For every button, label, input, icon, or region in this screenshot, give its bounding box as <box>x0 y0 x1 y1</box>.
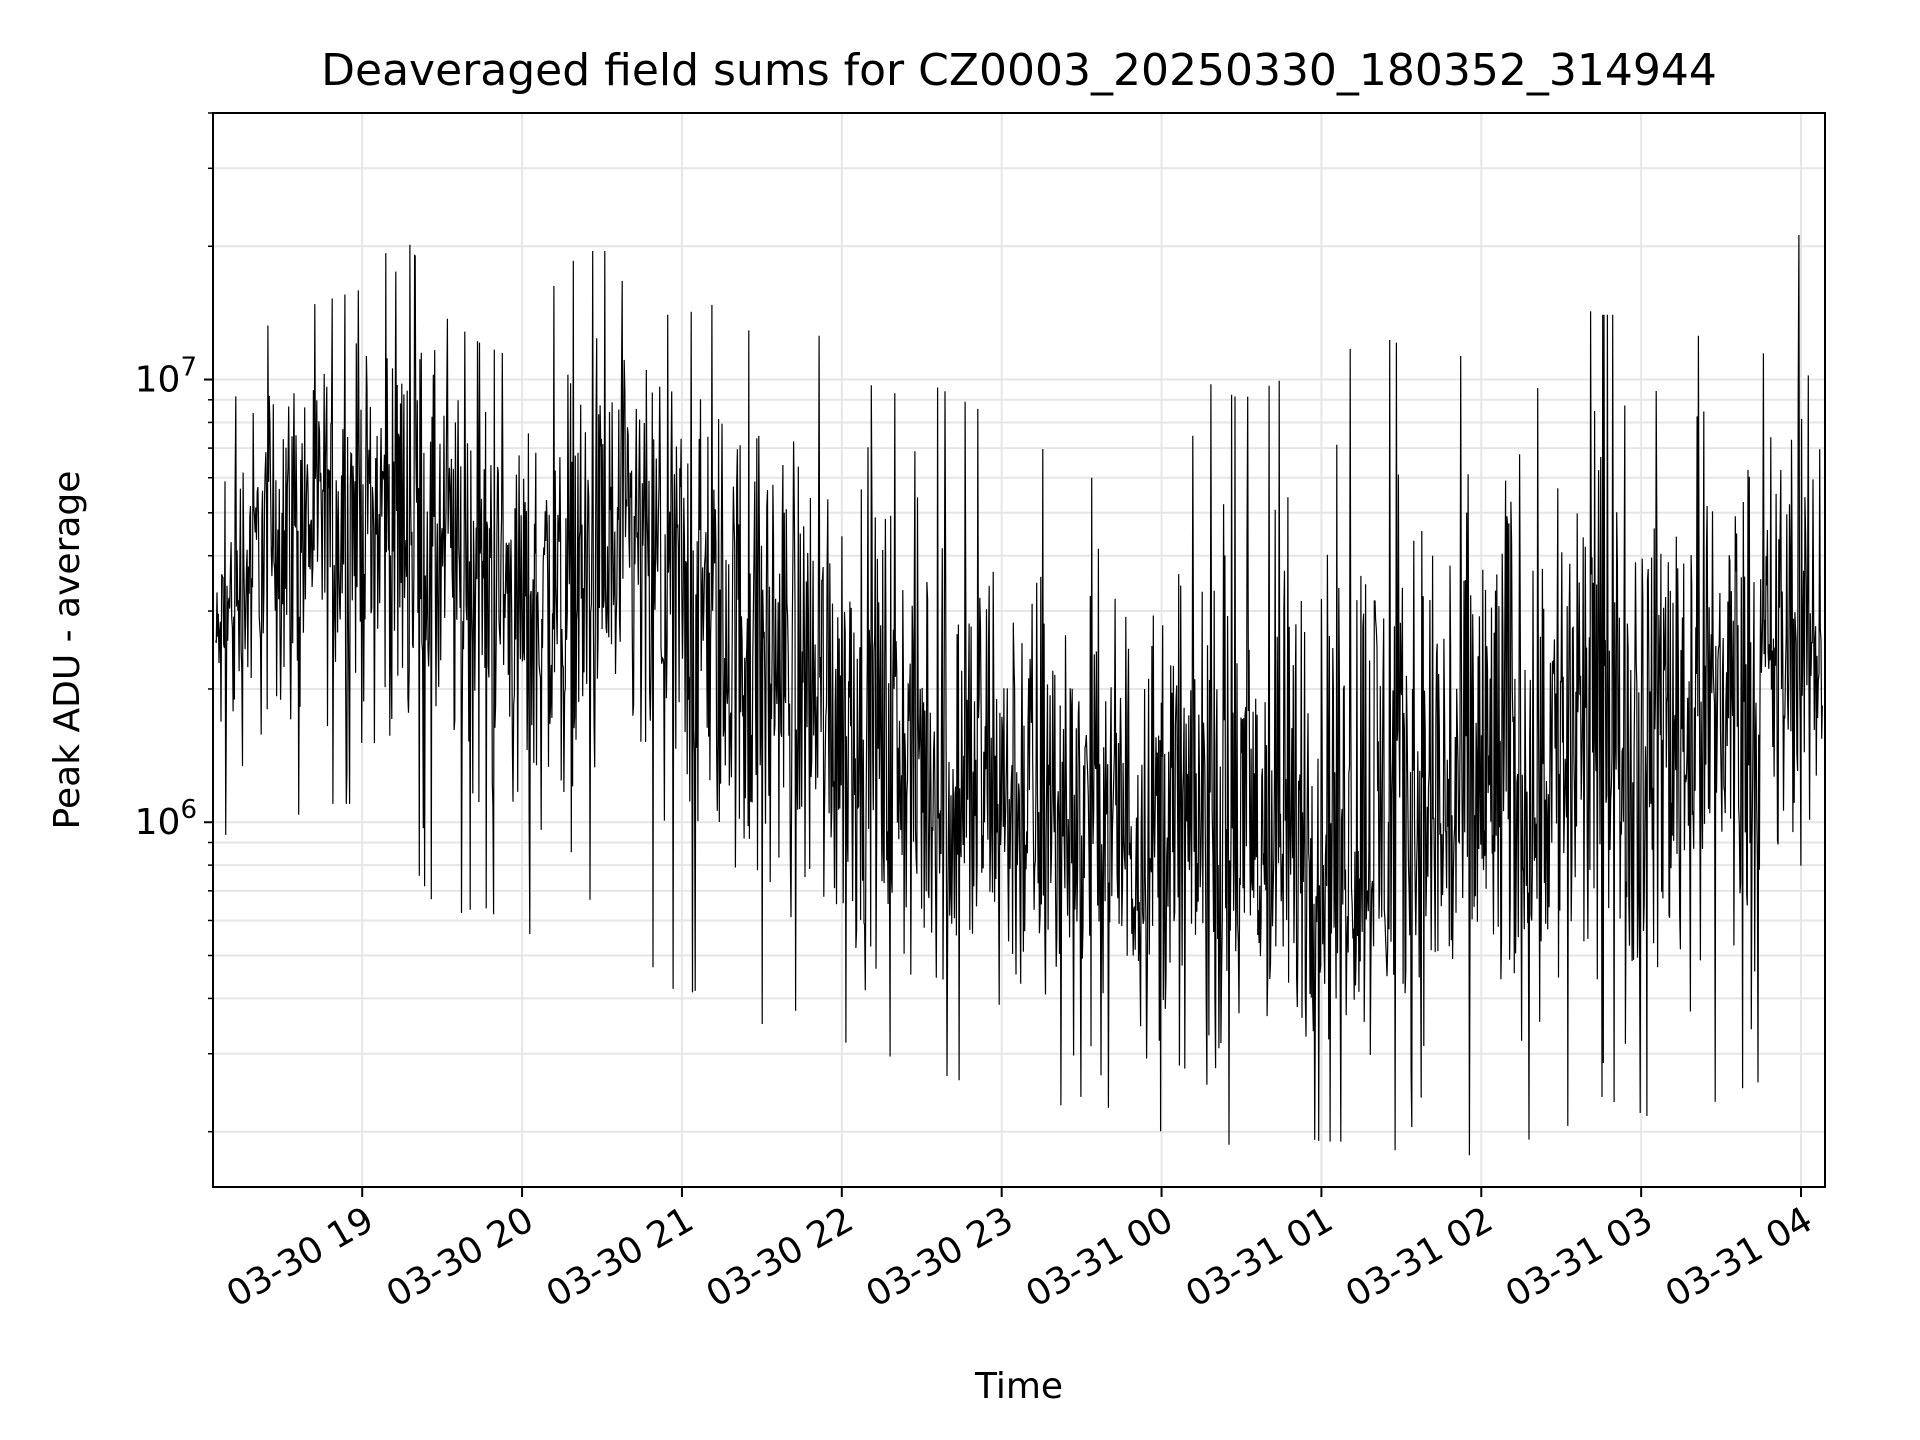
x-axis-label: Time <box>974 1366 1063 1407</box>
x-tick-label: 03-31 02 <box>1339 1199 1500 1315</box>
x-tick-label: 03-30 21 <box>540 1199 701 1315</box>
x-tick-label: 03-30 22 <box>700 1199 861 1315</box>
y-axis-label: Peak ADU - average <box>47 471 88 830</box>
x-tick-label: 03-30 20 <box>380 1199 541 1315</box>
x-tick-label: 03-30 19 <box>220 1199 381 1315</box>
x-tick-label: 03-31 03 <box>1499 1199 1660 1315</box>
chart-title: Deaveraged field sums for CZ0003_2025033… <box>321 45 1717 96</box>
plot-frame <box>212 112 1826 1188</box>
x-axis: 03-30 19 03-30 20 03-30 21 03-30 22 03-30 23… <box>220 1187 1820 1316</box>
y-tick-label: 107 <box>135 353 197 401</box>
x-tick-label: 03-31 01 <box>1179 1199 1340 1315</box>
series-path <box>215 234 1823 1156</box>
series-line <box>215 234 1823 1156</box>
x-tick-label: 03-30 23 <box>860 1199 1021 1315</box>
x-tick-label: 03-31 00 <box>1019 1199 1180 1315</box>
x-tick-label: 03-31 04 <box>1659 1199 1820 1315</box>
y-axis: 106 107 <box>135 112 213 1133</box>
y-tick-label: 106 <box>135 795 197 843</box>
